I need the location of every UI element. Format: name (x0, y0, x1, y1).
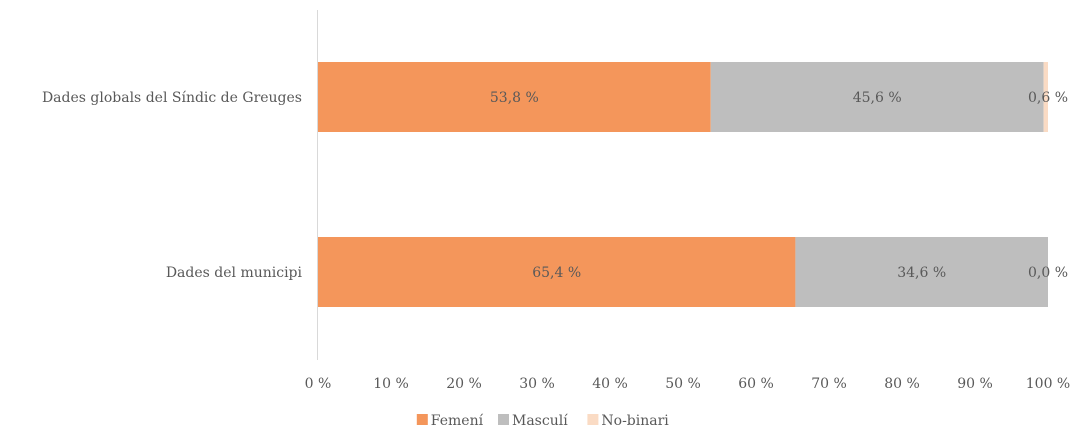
data-label-masculi-dades-del-municipi: 34,6 % (897, 265, 946, 281)
legend-swatch-no-binari (587, 414, 599, 425)
data-label-no-binari-dades-del-municipi: 0,0 % (1028, 265, 1068, 281)
bar-femeni-dades-globals-del-sindic-de-greuges (318, 62, 711, 132)
bars-group (318, 62, 1048, 307)
x-tick-label-60: 60 % (738, 376, 774, 392)
bar-masculi-dades-del-municipi (795, 237, 1048, 307)
x-axis-tick-labels: 0 % 10 % 20 % 30 % 40 % 50 % 60 % 70 % 80 % 90 % 1… (305, 376, 1071, 392)
x-tick-label-20: 20 % (446, 376, 482, 392)
category-labels: Dades globals del Síndic de Greuges Dades… (42, 90, 303, 281)
x-tick-label-40: 40 % (592, 376, 628, 392)
category-label-dades-del-municipi: Dades del municipi (166, 265, 303, 281)
bar-no-binari-dades-globals-del-sindic-de-greuges (1043, 62, 1048, 132)
x-tick-label-80: 80 % (884, 376, 920, 392)
x-tick-label-10: 10 % (373, 376, 409, 392)
x-tick-label-90: 90 % (957, 376, 993, 392)
bar-femeni-dades-del-municipi (318, 237, 796, 307)
data-label-femeni-dades-del-municipi: 65,4 % (532, 265, 581, 281)
x-tick-label-30: 30 % (519, 376, 555, 392)
category-label-dades-globals-del-sindic-de-greuges: Dades globals del Síndic de Greuges (42, 90, 302, 106)
legend-label-femeni: Femení (431, 413, 484, 429)
x-tick-label-70: 70 % (811, 376, 847, 392)
data-label-masculi-dades-globals-del-sindic-de-greuges: 45,6 % (853, 90, 902, 106)
data-labels: 53,8 % 45,6 % 0,6 % 65,4 % 34,6 % 0,0 % (490, 90, 1068, 281)
legend-label-no-binari: No-binari (601, 413, 669, 429)
legend: Femení Masculí No-binari (416, 413, 669, 429)
x-tick-label-100: 100 % (1026, 376, 1070, 392)
data-label-no-binari-dades-globals-del-sindic-de-greuges: 0,6 % (1028, 90, 1068, 106)
legend-label-masculi: Masculí (512, 413, 568, 429)
legend-swatch-masculi (498, 414, 509, 425)
x-tick-label-50: 50 % (665, 376, 701, 392)
data-label-femeni-dades-globals-del-sindic-de-greuges: 53,8 % (490, 90, 539, 106)
legend-swatch-femeni (416, 414, 428, 425)
bar-masculi-dades-globals-del-sindic-de-greuges (710, 62, 1044, 132)
x-tick-label-0: 0 % (305, 376, 332, 392)
